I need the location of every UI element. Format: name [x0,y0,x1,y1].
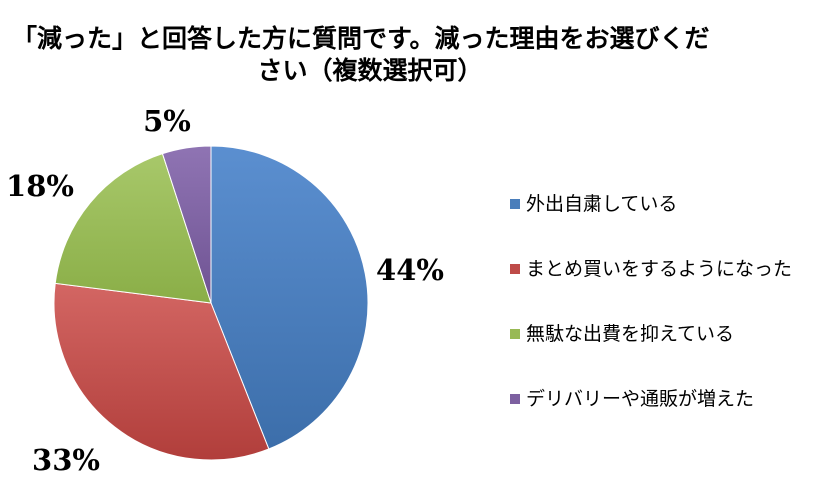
legend-label-4: デリバリーや通販が増えた [526,388,754,410]
pie-slice-3 [54,153,212,304]
chart-title-line-1: 「減った」と回答した方に質問です。減った理由をお選びくだ [12,24,710,53]
legend-label-2: まとめ買いをするようになった [526,258,792,280]
slice-label-4: 5% [143,104,191,138]
pie-slice-2 [53,282,270,461]
slice-label-1: 44% [376,253,444,287]
legend-label-1: 外出自粛している [526,193,677,215]
legend-swatch-4 [510,394,520,404]
legend-swatch-1 [510,199,520,209]
legend-swatch-3 [510,329,520,339]
legend-swatch-2 [510,264,520,274]
pie-percentage-labels: 44% 33% 18% 5% [6,104,444,477]
pie-slice-1 [210,145,369,450]
legend-label-3: 無駄な出費を抑えている [526,323,734,345]
pie-slice-4 [161,145,212,304]
chart-legend: 外出自粛しているまとめ買いをするようになった無駄な出費を抑えているデリバリーや通… [510,193,792,410]
slice-label-3: 18% [6,169,74,203]
slice-label-2: 33% [32,443,100,477]
chart-title-line-2: さい（複数選択可） [257,56,482,85]
pie-slices [53,145,369,461]
